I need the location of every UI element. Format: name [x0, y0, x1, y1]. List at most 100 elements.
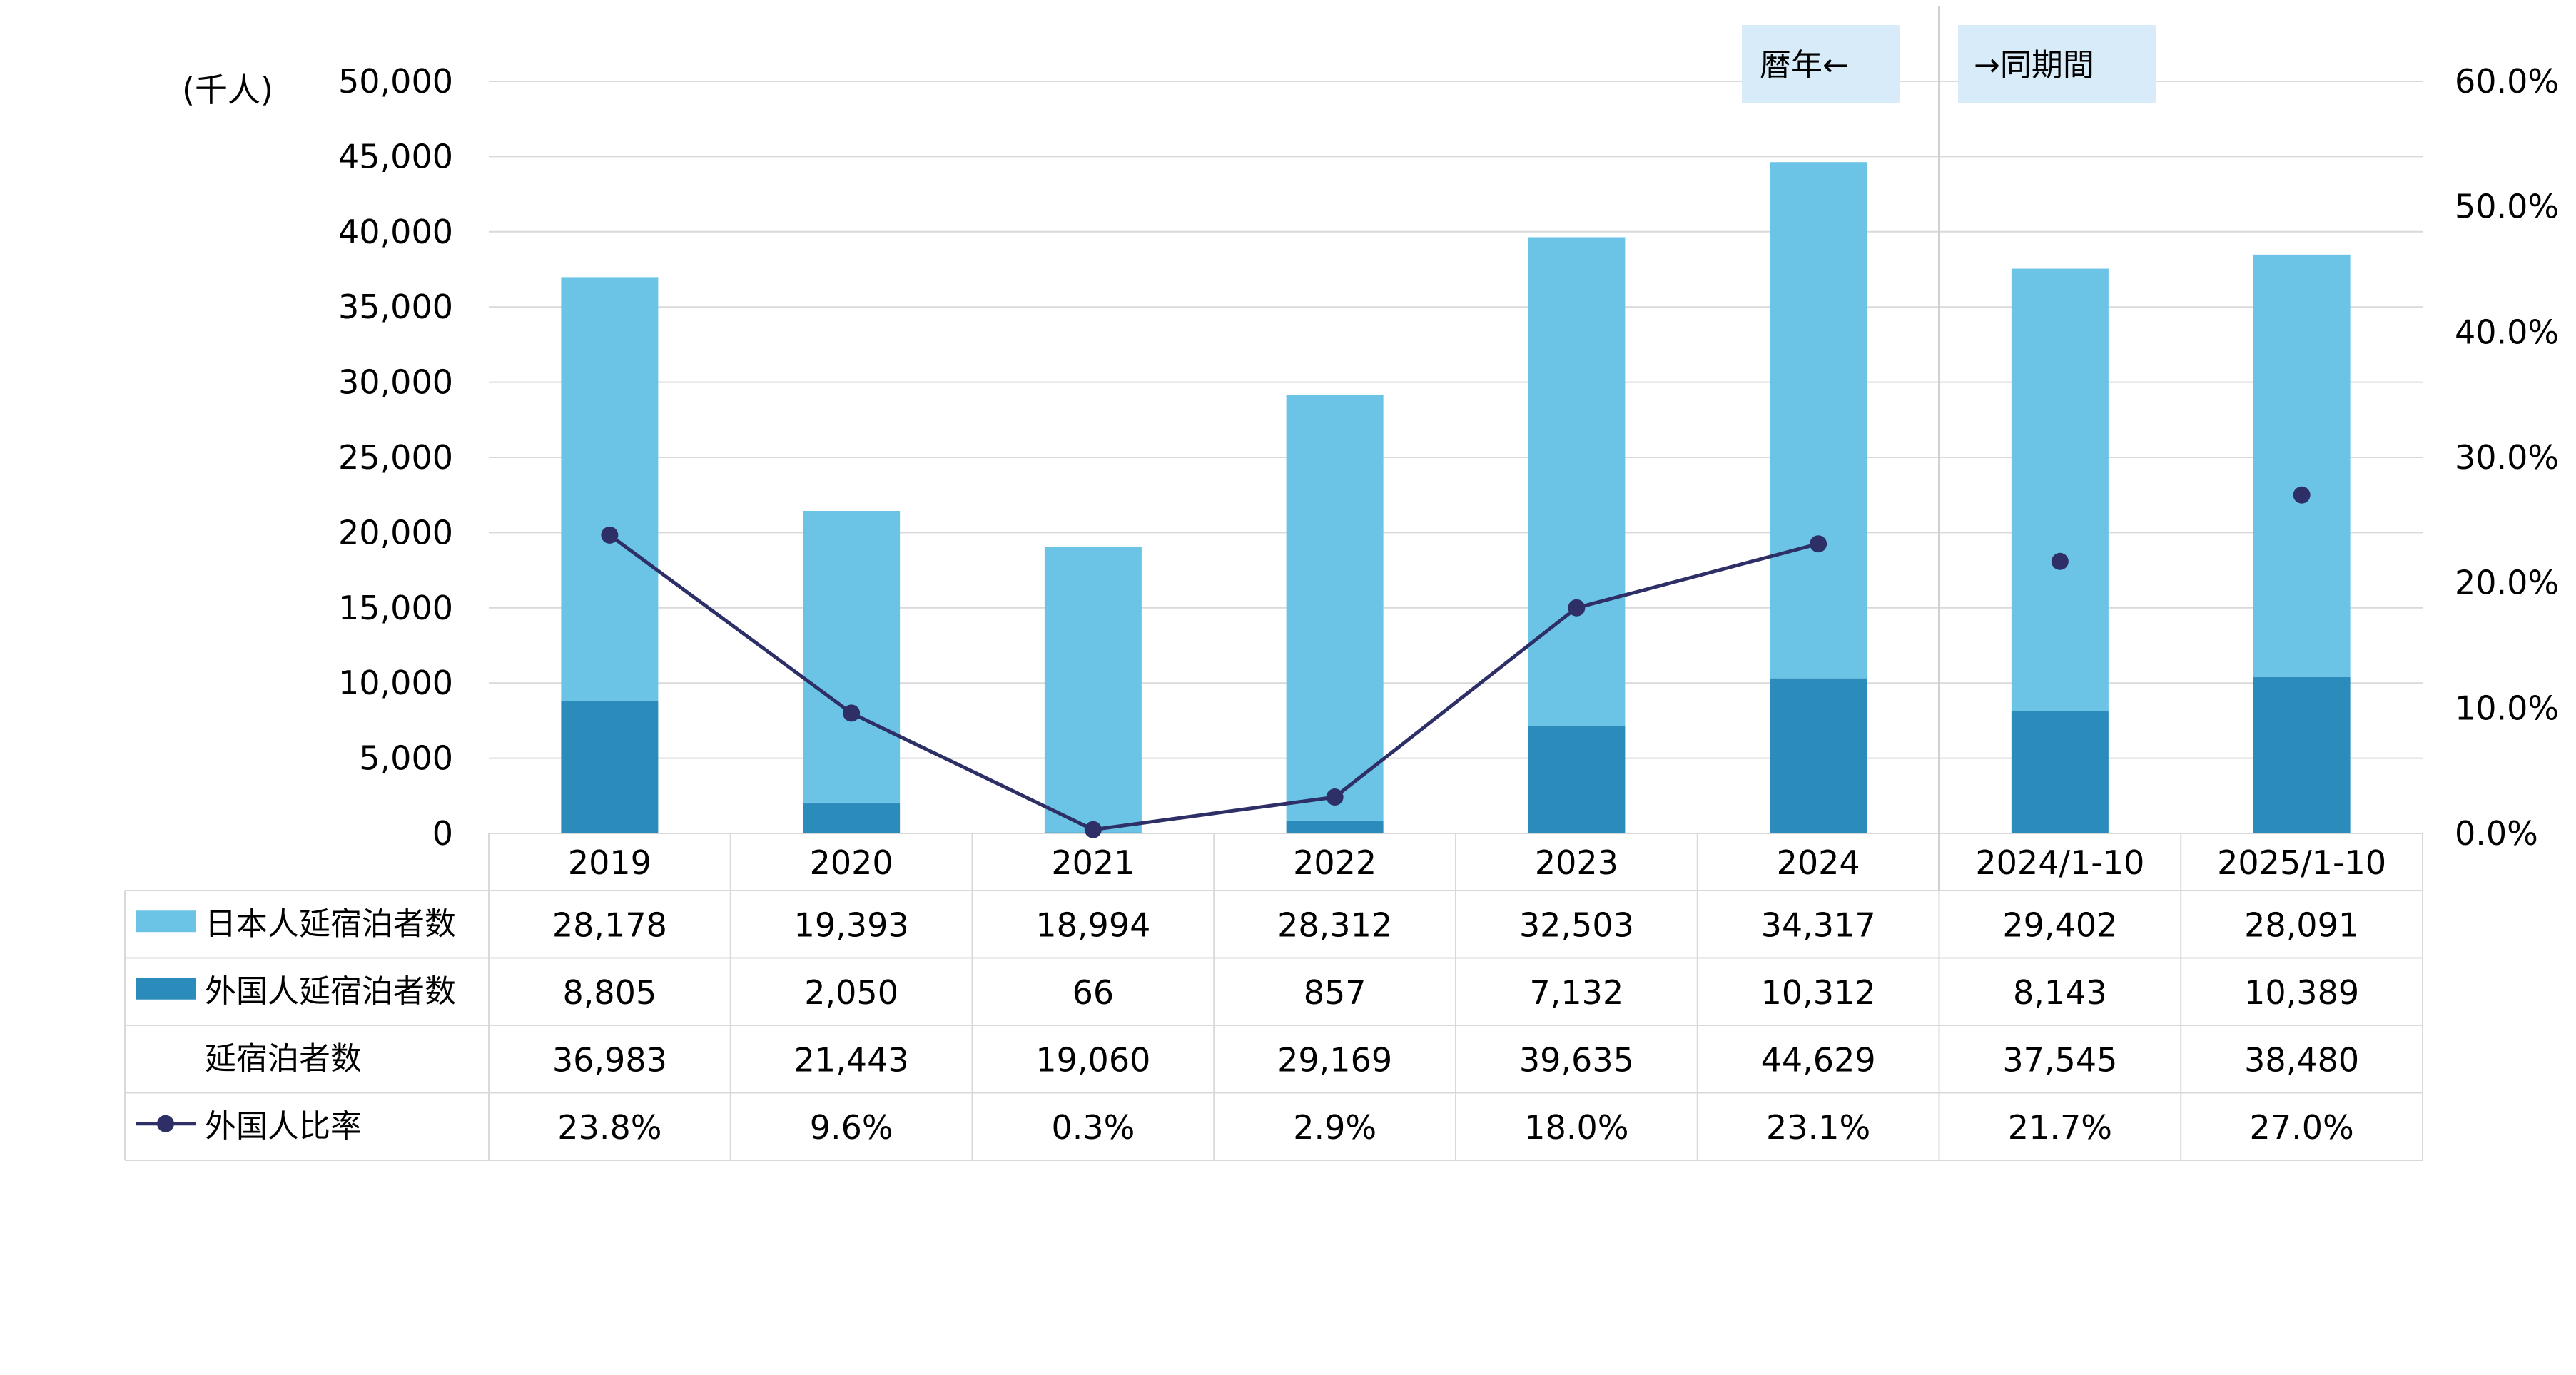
data-table-cell: 34,317: [1761, 905, 1876, 944]
x-tick-label: 2024/1-10: [1975, 843, 2144, 882]
legend-swatch: [136, 910, 196, 933]
y-right-tick-label: 30.0%: [2455, 438, 2559, 477]
axes: (千人) 0 5,000 10,000 15,000 20,000 25,000 30,00…: [182, 62, 2559, 853]
y-left-tick-label: 10,000: [338, 664, 453, 702]
ratio-marker-2022: [1326, 788, 1344, 806]
data-table-cell: 7,132: [1530, 973, 1624, 1012]
bar-japanese-2024/1-10: [2011, 268, 2109, 711]
x-tick-label: 2022: [1293, 843, 1376, 882]
y-right-tick-label: 10.0%: [2455, 689, 2559, 727]
ratio-marker-2024/1-10: [2051, 552, 2069, 570]
bar-japanese-2023: [1528, 237, 1626, 726]
y-left-tick-label: 50,000: [338, 62, 453, 101]
data-table: 2019 2020 2021 2022 2023 2024 2024/1-10 2025/1-…: [136, 843, 2386, 1147]
bar-foreign-2023: [1528, 726, 1626, 833]
data-table-cell: 2,050: [804, 973, 898, 1012]
series-name: 延宿泊者数: [205, 1040, 362, 1077]
bar-japanese-2019: [561, 277, 659, 701]
bars: [561, 162, 2351, 833]
divider-label-right-box: [1958, 25, 2156, 103]
data-table-cell: 21,443: [794, 1040, 909, 1079]
ratio-marker-2020: [843, 704, 861, 722]
data-table-cell: 36,983: [552, 1040, 667, 1079]
data-table-cell: 39,635: [1519, 1040, 1634, 1079]
bar-foreign-2020: [803, 802, 901, 833]
data-table-cell: 29,402: [2002, 905, 2117, 944]
bar-foreign-2024: [1770, 678, 1867, 833]
ratio-marker-2025/1-10: [2293, 486, 2311, 504]
y-left-tick-label: 45,000: [338, 137, 453, 176]
ratio-line: [601, 486, 2311, 838]
data-table-cell: 9.6%: [810, 1108, 893, 1147]
data-table-grid: [124, 833, 2423, 1161]
x-tick-label: 2024: [1777, 843, 1860, 882]
data-table-cell: 28,091: [2244, 905, 2359, 944]
x-tick-label: 2021: [1051, 843, 1135, 882]
data-table-cell: 23.1%: [1766, 1108, 1870, 1147]
y-left-tick-label: 40,000: [338, 213, 453, 251]
data-table-cell: 19,060: [1035, 1040, 1150, 1079]
ratio-line-path: [608, 533, 1819, 832]
data-table-cell: 28,312: [1277, 905, 1392, 944]
divider-label-left: 暦年←: [1760, 47, 1849, 83]
data-table-cell: 44,629: [1761, 1040, 1876, 1079]
data-table-cell: 66: [1073, 973, 1115, 1012]
ratio-marker-2021: [1084, 821, 1102, 838]
x-tick-label: 2025/1-10: [2217, 843, 2386, 882]
data-table-cell: 23.8%: [557, 1108, 661, 1147]
x-tick-label: 2019: [568, 843, 651, 882]
bar-japanese-2022: [1286, 395, 1384, 821]
bar-japanese-2024: [1770, 162, 1867, 679]
data-table-cell: 29,169: [1277, 1040, 1392, 1079]
x-tick-label: 2023: [1535, 843, 1618, 882]
data-table-cell: 2.9%: [1293, 1108, 1376, 1147]
ratio-marker-2023: [1568, 599, 1586, 617]
x-tick-label: 2020: [810, 843, 893, 882]
bar-japanese-2025/1-10: [2253, 254, 2351, 677]
y-left-tick-label: 20,000: [338, 513, 453, 552]
bar-foreign-2022: [1286, 820, 1384, 833]
y-left-tick-label: 30,000: [338, 363, 453, 402]
divider-label-right: →同期間: [1974, 47, 2094, 83]
bar-foreign-2019: [561, 701, 659, 833]
bar-japanese-2020: [803, 510, 901, 803]
data-table-cell: 0.3%: [1051, 1108, 1135, 1147]
y-right-tick-label: 0.0%: [2455, 814, 2538, 853]
data-table-cell: 38,480: [2244, 1040, 2359, 1079]
series-name: 外国人延宿泊者数: [205, 973, 456, 1010]
period-divider: 暦年← →同期間: [1742, 6, 2156, 891]
gridlines: [489, 81, 2423, 759]
data-table-cell: 32,503: [1519, 905, 1634, 944]
data-table-cell: 18,994: [1035, 905, 1150, 944]
unit-label: (千人): [182, 71, 273, 109]
y-right-tick-label: 20.0%: [2455, 564, 2559, 602]
y-left-tick-label: 25,000: [338, 438, 453, 477]
data-table-cell: 27.0%: [2250, 1108, 2354, 1147]
legend-swatch: [136, 978, 196, 1000]
data-table-cell: 8,143: [2013, 973, 2107, 1012]
y-left-tick-label: 5,000: [359, 739, 453, 778]
bar-foreign-2025/1-10: [2253, 676, 2351, 833]
data-table-cell: 10,389: [2244, 973, 2359, 1012]
data-table-cell: 18.0%: [1524, 1108, 1628, 1147]
bar-foreign-2024/1-10: [2011, 711, 2109, 833]
data-table-cell: 10,312: [1761, 973, 1876, 1012]
ratio-marker-2024: [1810, 535, 1827, 553]
y-left-tick-label: 0: [432, 814, 453, 853]
data-table-cell: 37,545: [2002, 1040, 2117, 1079]
y-right-tick-label: 50.0%: [2455, 188, 2559, 226]
y-right-tick-label: 40.0%: [2455, 313, 2559, 351]
data-table-cell: 21.7%: [2008, 1108, 2112, 1147]
legend-marker: [157, 1115, 174, 1132]
data-table-cell: 8,805: [563, 973, 657, 1012]
data-table-cell: 28,178: [552, 905, 667, 944]
bar-japanese-2021: [1044, 547, 1142, 833]
y-left-tick-label: 35,000: [338, 288, 453, 326]
data-table-cell: 19,393: [794, 905, 909, 944]
divider-label-left-box: [1742, 25, 1900, 103]
y-left-tick-label: 15,000: [338, 589, 453, 627]
y-right-tick-label: 60.0%: [2455, 62, 2559, 101]
data-table-cell: 857: [1304, 973, 1366, 1012]
series-name: 外国人比率: [205, 1108, 362, 1145]
ratio-marker-2019: [601, 526, 619, 544]
